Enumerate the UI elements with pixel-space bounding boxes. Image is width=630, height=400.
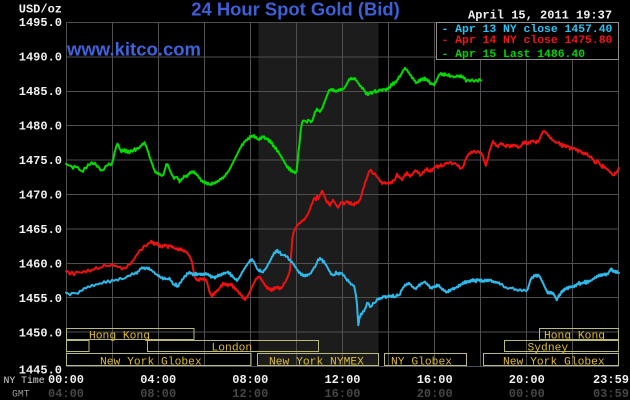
svg-text:03:59: 03:59 [593,387,629,400]
svg-text:Hong Kong: Hong Kong [89,331,150,343]
svg-text:1475.0: 1475.0 [19,154,62,168]
svg-text:1490.0: 1490.0 [19,51,62,65]
svg-text:1465.0: 1465.0 [19,223,62,237]
svg-text:- Apr 14 NY close 1475.80: - Apr 14 NY close 1475.80 [442,35,613,47]
svg-text:23:59: 23:59 [593,373,629,387]
svg-text:1460.0: 1460.0 [19,258,62,272]
svg-text:April 15, 2011 19:37: April 15, 2011 19:37 [468,9,612,23]
svg-text:1455.0: 1455.0 [19,292,62,306]
svg-text:08:00: 08:00 [140,387,176,400]
svg-text:1445.0: 1445.0 [19,363,62,377]
svg-text:16:00: 16:00 [417,373,453,387]
svg-text:USD/oz: USD/oz [19,3,62,17]
svg-text:24 Hour Spot Gold (Bid): 24 Hour Spot Gold (Bid) [191,0,399,20]
svg-text:1450.0: 1450.0 [19,327,62,341]
svg-text:00:00: 00:00 [48,373,84,387]
svg-text:1495.0: 1495.0 [19,16,62,30]
svg-text:08:00: 08:00 [232,373,268,387]
svg-text:NY Globex: NY Globex [391,357,452,369]
svg-text:1480.0: 1480.0 [19,120,62,134]
svg-text:New York Globex: New York Globex [503,357,605,369]
svg-text:- Apr 13 NY close 1457.40: - Apr 13 NY close 1457.40 [442,24,613,36]
svg-text:20:00: 20:00 [417,387,453,400]
svg-text:12:00: 12:00 [324,373,360,387]
svg-text:04:00: 04:00 [48,387,84,400]
svg-text:www.kitco.com: www.kitco.com [66,39,201,60]
svg-text:20:00: 20:00 [509,373,545,387]
svg-text:NY Time: NY Time [4,375,45,386]
svg-text:- Apr 15 Last 1486.40: - Apr 15 Last 1486.40 [442,49,586,61]
svg-text:00:00: 00:00 [509,387,545,400]
svg-text:1470.0: 1470.0 [19,189,62,203]
svg-text:Sydney: Sydney [528,343,569,355]
svg-text:Hong Kong: Hong Kong [544,331,605,343]
svg-text:London: London [212,343,253,355]
svg-text:1485.0: 1485.0 [19,85,62,99]
svg-text:New York NYMEX: New York NYMEX [269,357,364,369]
svg-text:GMT: GMT [12,388,30,399]
svg-text:12:00: 12:00 [232,387,268,400]
svg-text:16:00: 16:00 [324,387,360,400]
svg-text:04:00: 04:00 [140,373,176,387]
svg-text:New York Globex: New York Globex [100,357,202,369]
